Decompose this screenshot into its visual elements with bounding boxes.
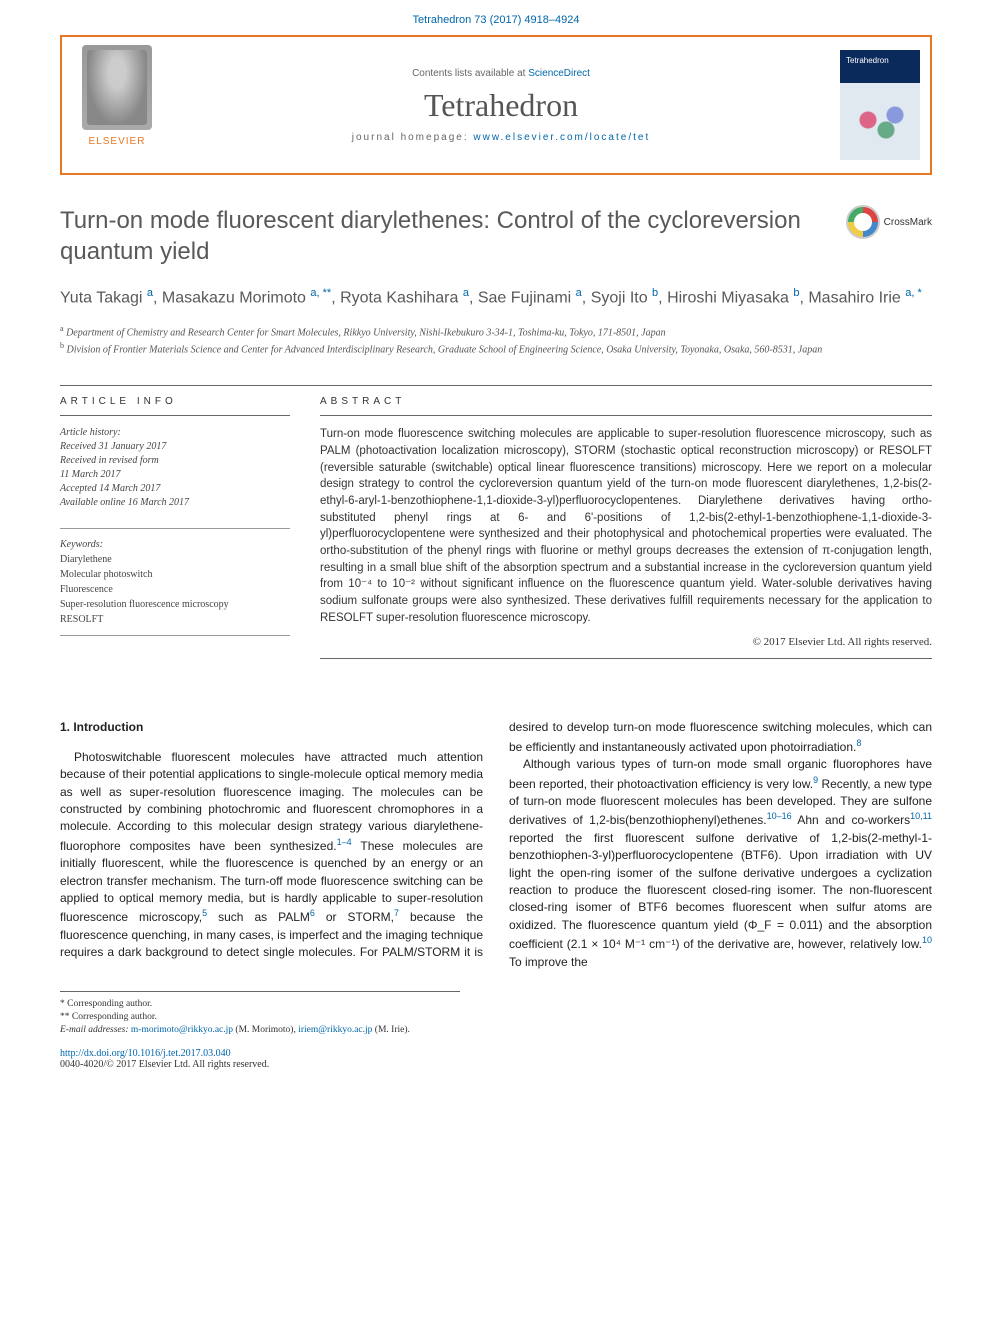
article-title: Turn-on mode fluorescent diarylethenes: … <box>60 205 846 267</box>
ref-link[interactable]: 8 <box>856 738 861 748</box>
history-line: 11 March 2017 <box>60 468 290 482</box>
sciencedirect-link[interactable]: ScienceDirect <box>528 68 590 79</box>
journal-name: Tetrahedron <box>162 87 840 124</box>
body-text: or STORM, <box>315 910 394 924</box>
abstract-text: Turn-on mode fluorescence switching mole… <box>320 426 932 626</box>
affiliations: a Department of Chemistry and Research C… <box>60 323 932 358</box>
article-info-label: ARTICLE INFO <box>60 396 290 416</box>
authors: Yuta Takagi a, Masakazu Morimoto a, **, … <box>60 285 932 310</box>
keyword: Diarylethene <box>60 552 290 567</box>
history-head: Article history: <box>60 426 290 440</box>
header-center: Contents lists available at ScienceDirec… <box>162 58 840 153</box>
journal-header: ELSEVIER Contents lists available at Sci… <box>60 35 932 175</box>
homepage-line: journal homepage: www.elsevier.com/locat… <box>162 132 840 143</box>
history-line: Received in revised form <box>60 454 290 468</box>
article-info-col: ARTICLE INFO Article history: Received 3… <box>60 386 290 659</box>
history-line: Accepted 14 March 2017 <box>60 482 290 496</box>
email-label: E-mail addresses: <box>60 1025 131 1035</box>
affiliation: a Department of Chemistry and Research C… <box>60 323 932 340</box>
body-text: To improve the <box>509 955 588 969</box>
ref-link[interactable]: 10 <box>922 935 932 945</box>
body-text: reported the first fluorescent sulfone d… <box>509 831 932 951</box>
keyword: Molecular photoswitch <box>60 567 290 582</box>
abstract-copyright: © 2017 Elsevier Ltd. All rights reserved… <box>320 636 932 659</box>
issn-line: 0040-4020/© 2017 Elsevier Ltd. All right… <box>60 1059 269 1070</box>
contents-line: Contents lists available at ScienceDirec… <box>162 68 840 79</box>
cover-title: Tetrahedron <box>846 56 889 65</box>
homepage-prefix: journal homepage: <box>352 132 474 143</box>
citation-link[interactable]: Tetrahedron 73 (2017) 4918–4924 <box>413 14 580 26</box>
email-link-2[interactable]: iriem@rikkyo.ac.jp <box>298 1025 372 1035</box>
doi-block: http://dx.doi.org/10.1016/j.tet.2017.03.… <box>60 1048 932 1070</box>
info-row: ARTICLE INFO Article history: Received 3… <box>60 385 932 659</box>
article-area: Turn-on mode fluorescent diarylethenes: … <box>60 205 932 659</box>
section-heading: 1. Introduction <box>60 719 483 736</box>
elsevier-logo[interactable]: ELSEVIER <box>72 45 162 165</box>
affiliation: b Division of Frontier Materials Science… <box>60 340 932 357</box>
ref-link[interactable]: 1–4 <box>337 837 352 847</box>
history-block: Article history: Received 31 January 201… <box>60 426 290 510</box>
title-row: Turn-on mode fluorescent diarylethenes: … <box>60 205 932 267</box>
keyword: Super-resolution fluorescence microscopy <box>60 597 290 612</box>
abstract-col: ABSTRACT Turn-on mode fluorescence switc… <box>320 386 932 659</box>
body-text: Photoswitchable fluorescent molecules ha… <box>60 750 483 853</box>
keyword: RESOLFT <box>60 612 290 627</box>
history-line: Received 31 January 2017 <box>60 440 290 454</box>
crossmark-icon <box>846 205 880 239</box>
keywords-block: Keywords: DiaryletheneMolecular photoswi… <box>60 528 290 636</box>
body-text: Ahn and co-workers <box>792 813 911 827</box>
email-link-1[interactable]: m-morimoto@rikkyo.ac.jp <box>131 1025 233 1035</box>
homepage-link[interactable]: www.elsevier.com/locate/tet <box>473 132 650 143</box>
email-name-1: (M. Morimoto), <box>233 1025 298 1035</box>
keywords-head: Keywords: <box>60 537 290 552</box>
contents-prefix: Contents lists available at <box>412 68 528 79</box>
elsevier-text: ELSEVIER <box>89 136 146 147</box>
corr-author-1: * Corresponding author. <box>60 998 460 1011</box>
body-para: Although various types of turn-on mode s… <box>509 756 932 971</box>
crossmark-label: CrossMark <box>884 217 932 228</box>
citation-bar: Tetrahedron 73 (2017) 4918–4924 <box>0 0 992 35</box>
ref-link[interactable]: 10–16 <box>767 811 792 821</box>
crossmark-badge[interactable]: CrossMark <box>846 205 932 239</box>
abstract-label: ABSTRACT <box>320 396 932 416</box>
keyword: Fluorescence <box>60 582 290 597</box>
journal-cover[interactable]: Tetrahedron <box>840 50 920 160</box>
ref-link[interactable]: 10,11 <box>910 811 932 821</box>
body-columns: 1. Introduction Photoswitchable fluoresc… <box>60 719 932 970</box>
email-name-2: (M. Irie). <box>372 1025 409 1035</box>
corr-author-2: ** Corresponding author. <box>60 1011 460 1024</box>
history-line: Available online 16 March 2017 <box>60 496 290 510</box>
body-text: such as PALM <box>207 910 310 924</box>
elsevier-tree-icon <box>82 45 152 130</box>
email-line: E-mail addresses: m-morimoto@rikkyo.ac.j… <box>60 1024 460 1037</box>
cover-art <box>850 100 910 150</box>
doi-link[interactable]: http://dx.doi.org/10.1016/j.tet.2017.03.… <box>60 1048 231 1059</box>
corresponding-footer: * Corresponding author. ** Corresponding… <box>60 991 460 1038</box>
